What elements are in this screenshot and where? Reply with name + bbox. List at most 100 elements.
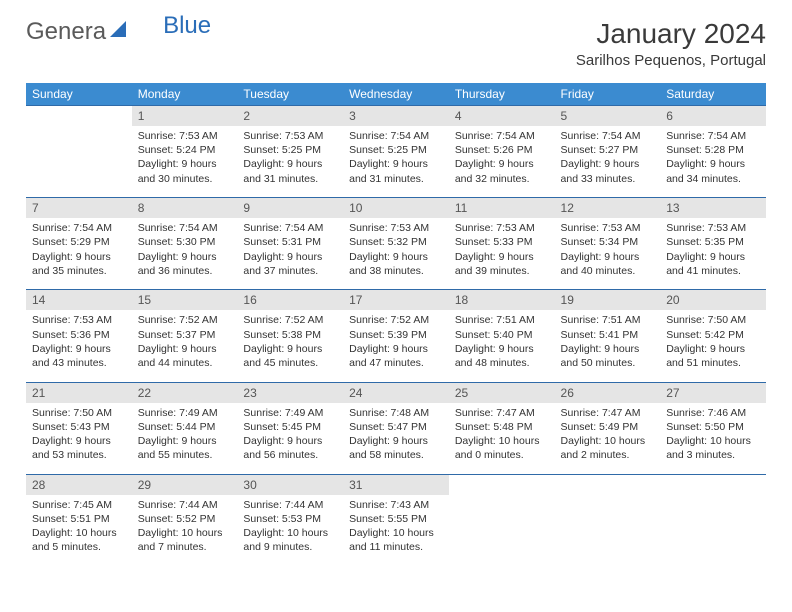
weekday-header: Friday [555, 83, 661, 106]
day-empty [449, 474, 555, 495]
weekday-header: Tuesday [237, 83, 343, 106]
day-number-row: 14151617181920 [26, 290, 766, 311]
daylight-text-2: and 38 minutes. [349, 264, 443, 278]
day-detail: Sunrise: 7:54 AMSunset: 5:30 PMDaylight:… [132, 218, 238, 284]
day-detail: Sunrise: 7:46 AMSunset: 5:50 PMDaylight:… [660, 403, 766, 469]
day-number-row: 123456 [26, 106, 766, 127]
daylight-text-1: Daylight: 9 hours [561, 342, 655, 356]
daylight-text-1: Daylight: 10 hours [666, 434, 760, 448]
sunrise-text: Sunrise: 7:49 AM [243, 406, 337, 420]
daylight-text-1: Daylight: 9 hours [138, 342, 232, 356]
day-detail-row: Sunrise: 7:45 AMSunset: 5:51 PMDaylight:… [26, 495, 766, 561]
sunset-text: Sunset: 5:43 PM [32, 420, 126, 434]
sunrise-text: Sunrise: 7:54 AM [455, 129, 549, 143]
daylight-text-2: and 53 minutes. [32, 448, 126, 462]
day-detail: Sunrise: 7:44 AMSunset: 5:52 PMDaylight:… [132, 495, 238, 561]
day-detail: Sunrise: 7:48 AMSunset: 5:47 PMDaylight:… [343, 403, 449, 469]
daylight-text-2: and 40 minutes. [561, 264, 655, 278]
sunset-text: Sunset: 5:31 PM [243, 235, 337, 249]
weekday-header: Wednesday [343, 83, 449, 106]
sunrise-text: Sunrise: 7:54 AM [32, 221, 126, 235]
header: Genera Blue January 2024 Sarilhos Pequen… [26, 18, 766, 69]
daylight-text-1: Daylight: 10 hours [455, 434, 549, 448]
sunset-text: Sunset: 5:44 PM [138, 420, 232, 434]
day-number: 8 [132, 198, 238, 219]
sunset-text: Sunset: 5:29 PM [32, 235, 126, 249]
day-detail: Sunrise: 7:52 AMSunset: 5:37 PMDaylight:… [132, 310, 238, 376]
daylight-text-2: and 45 minutes. [243, 356, 337, 370]
day-detail: Sunrise: 7:47 AMSunset: 5:48 PMDaylight:… [449, 403, 555, 469]
sunrise-text: Sunrise: 7:53 AM [666, 221, 760, 235]
daylight-text-1: Daylight: 9 hours [138, 250, 232, 264]
sunset-text: Sunset: 5:47 PM [349, 420, 443, 434]
day-detail: Sunrise: 7:49 AMSunset: 5:44 PMDaylight:… [132, 403, 238, 469]
daylight-text-1: Daylight: 9 hours [243, 434, 337, 448]
day-number: 10 [343, 198, 449, 219]
daylight-text-2: and 9 minutes. [243, 540, 337, 554]
sunrise-text: Sunrise: 7:51 AM [455, 313, 549, 327]
daylight-text-1: Daylight: 9 hours [455, 250, 549, 264]
sunrise-text: Sunrise: 7:53 AM [349, 221, 443, 235]
sunset-text: Sunset: 5:35 PM [666, 235, 760, 249]
sunset-text: Sunset: 5:33 PM [455, 235, 549, 249]
day-number-row: 78910111213 [26, 198, 766, 219]
daylight-text-1: Daylight: 9 hours [349, 157, 443, 171]
day-detail: Sunrise: 7:54 AMSunset: 5:25 PMDaylight:… [343, 126, 449, 192]
daylight-text-2: and 58 minutes. [349, 448, 443, 462]
day-detail: Sunrise: 7:43 AMSunset: 5:55 PMDaylight:… [343, 495, 449, 561]
sunrise-text: Sunrise: 7:50 AM [666, 313, 760, 327]
daylight-text-1: Daylight: 9 hours [349, 434, 443, 448]
sunset-text: Sunset: 5:26 PM [455, 143, 549, 157]
day-number: 29 [132, 474, 238, 495]
daylight-text-2: and 48 minutes. [455, 356, 549, 370]
sunset-text: Sunset: 5:27 PM [561, 143, 655, 157]
daylight-text-2: and 55 minutes. [138, 448, 232, 462]
sunrise-text: Sunrise: 7:54 AM [243, 221, 337, 235]
day-detail-empty [555, 495, 661, 561]
day-number: 13 [660, 198, 766, 219]
daylight-text-1: Daylight: 9 hours [455, 157, 549, 171]
daylight-text-2: and 3 minutes. [666, 448, 760, 462]
daylight-text-1: Daylight: 9 hours [666, 157, 760, 171]
day-number: 14 [26, 290, 132, 311]
daylight-text-1: Daylight: 10 hours [138, 526, 232, 540]
day-detail: Sunrise: 7:54 AMSunset: 5:28 PMDaylight:… [660, 126, 766, 192]
daylight-text-1: Daylight: 9 hours [349, 250, 443, 264]
sunrise-text: Sunrise: 7:53 AM [138, 129, 232, 143]
weekday-header: Sunday [26, 83, 132, 106]
daylight-text-1: Daylight: 10 hours [32, 526, 126, 540]
day-number-row: 21222324252627 [26, 382, 766, 403]
sunset-text: Sunset: 5:52 PM [138, 512, 232, 526]
daylight-text-2: and 7 minutes. [138, 540, 232, 554]
day-number: 18 [449, 290, 555, 311]
sunrise-text: Sunrise: 7:54 AM [666, 129, 760, 143]
day-number: 28 [26, 474, 132, 495]
day-detail: Sunrise: 7:53 AMSunset: 5:32 PMDaylight:… [343, 218, 449, 284]
day-detail-row: Sunrise: 7:53 AMSunset: 5:24 PMDaylight:… [26, 126, 766, 192]
daylight-text-2: and 47 minutes. [349, 356, 443, 370]
day-number: 12 [555, 198, 661, 219]
day-detail-row: Sunrise: 7:50 AMSunset: 5:43 PMDaylight:… [26, 403, 766, 469]
daylight-text-1: Daylight: 9 hours [243, 250, 337, 264]
daylight-text-1: Daylight: 9 hours [243, 157, 337, 171]
day-detail: Sunrise: 7:52 AMSunset: 5:39 PMDaylight:… [343, 310, 449, 376]
day-number: 11 [449, 198, 555, 219]
day-number: 23 [237, 382, 343, 403]
daylight-text-1: Daylight: 9 hours [455, 342, 549, 356]
title-block: January 2024 Sarilhos Pequenos, Portugal [576, 18, 766, 69]
day-number: 5 [555, 106, 661, 127]
day-detail: Sunrise: 7:53 AMSunset: 5:36 PMDaylight:… [26, 310, 132, 376]
day-empty [660, 474, 766, 495]
daylight-text-2: and 30 minutes. [138, 172, 232, 186]
sunrise-text: Sunrise: 7:49 AM [138, 406, 232, 420]
sunset-text: Sunset: 5:53 PM [243, 512, 337, 526]
sunset-text: Sunset: 5:38 PM [243, 328, 337, 342]
day-detail: Sunrise: 7:53 AMSunset: 5:34 PMDaylight:… [555, 218, 661, 284]
day-detail-empty [449, 495, 555, 561]
day-detail-row: Sunrise: 7:53 AMSunset: 5:36 PMDaylight:… [26, 310, 766, 376]
daylight-text-2: and 11 minutes. [349, 540, 443, 554]
sunset-text: Sunset: 5:28 PM [666, 143, 760, 157]
day-detail: Sunrise: 7:49 AMSunset: 5:45 PMDaylight:… [237, 403, 343, 469]
day-detail-empty [660, 495, 766, 561]
daylight-text-2: and 50 minutes. [561, 356, 655, 370]
